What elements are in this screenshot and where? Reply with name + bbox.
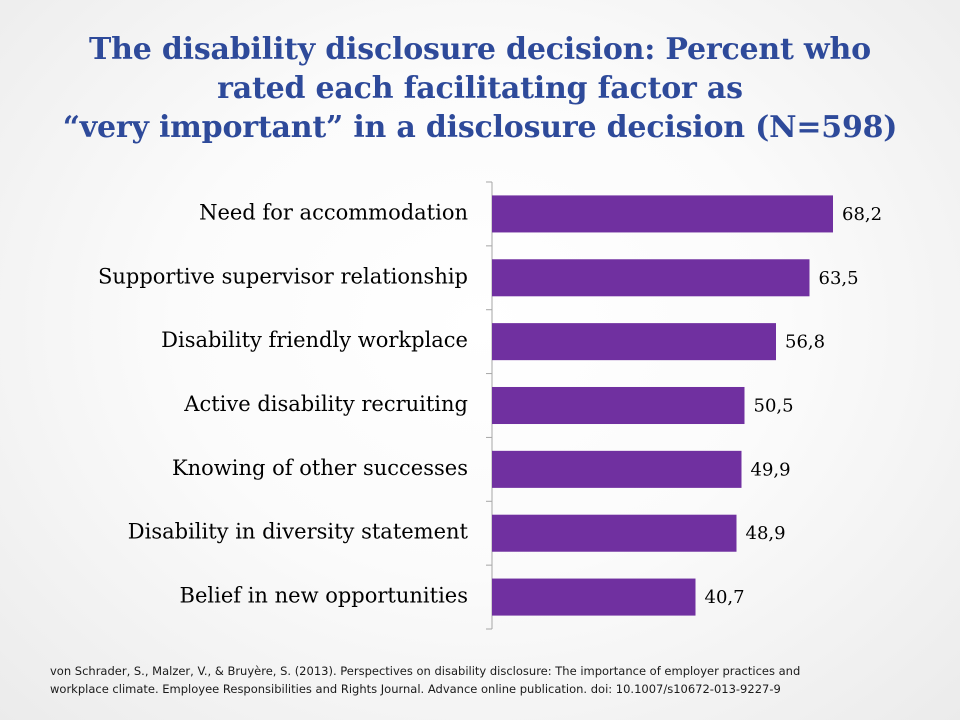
chart-bars bbox=[492, 195, 833, 616]
data-label: 48,9 bbox=[746, 523, 786, 544]
data-label: 63,5 bbox=[819, 268, 859, 289]
category-label: Disability in diversity statement bbox=[128, 520, 469, 544]
bar bbox=[492, 195, 833, 233]
category-label: Knowing of other successes bbox=[172, 456, 468, 480]
data-labels: 68,2 63,5 56,8 50,5 49,9 48,9 40,7 bbox=[705, 204, 883, 608]
bar bbox=[492, 450, 742, 488]
chart-title: The disability disclosure decision: Perc… bbox=[20, 30, 940, 147]
chart-axis bbox=[486, 181, 493, 630]
chart-title-line-3: “very important” in a disclosure decisio… bbox=[62, 110, 898, 145]
data-label: 40,7 bbox=[705, 587, 745, 608]
citation-line-1: von Schrader, S., Malzer, V., & Bruyère,… bbox=[50, 664, 801, 678]
category-label: Belief in new opportunities bbox=[180, 584, 468, 608]
data-label: 49,9 bbox=[751, 459, 791, 480]
citation: von Schrader, S., Malzer, V., & Bruyère,… bbox=[50, 662, 930, 698]
bar bbox=[492, 386, 745, 425]
category-label: Supportive supervisor relationship bbox=[98, 264, 468, 288]
data-label: 56,8 bbox=[785, 332, 825, 353]
bar bbox=[492, 259, 810, 297]
category-label: Disability friendly workplace bbox=[161, 328, 468, 352]
chart-title-line-1: The disability disclosure decision: Perc… bbox=[89, 32, 871, 67]
category-labels: Need for accommodation Supportive supervi… bbox=[98, 200, 469, 607]
bar bbox=[492, 578, 696, 616]
data-label: 50,5 bbox=[754, 396, 794, 417]
chart-title-line-2: rated each facilitating factor as bbox=[217, 71, 743, 106]
citation-line-2: workplace climate. Employee Responsibili… bbox=[50, 682, 781, 696]
bar bbox=[492, 323, 776, 361]
bar bbox=[492, 514, 737, 552]
data-label: 68,2 bbox=[842, 204, 882, 225]
category-label: Need for accommodation bbox=[199, 200, 468, 224]
category-label: Active disability recruiting bbox=[183, 392, 468, 416]
